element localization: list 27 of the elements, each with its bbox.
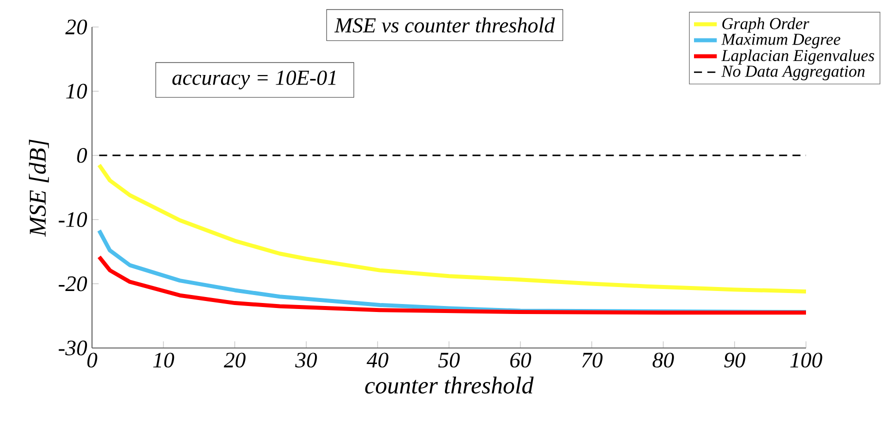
y-tick-label: -10 (58, 212, 88, 228)
x-tick-label: 60 (510, 352, 532, 368)
x-tick-label: 20 (224, 352, 246, 368)
x-tick-label: 80 (652, 352, 674, 368)
x-tick-label: 0 (87, 352, 98, 368)
x-axis-title: counter threshold (365, 376, 534, 394)
x-tick-label: 50 (438, 352, 460, 368)
y-tick-label: 20 (65, 20, 88, 34)
x-tick-label: 100 (790, 352, 822, 368)
chart-title: MSE vs counter threshold (334, 18, 555, 33)
y-tick-label: 10 (66, 84, 88, 99)
x-tick-label: 40 (366, 352, 388, 368)
x-tick-label: 30 (295, 352, 317, 368)
y-axis-title: MSE [dB] (28, 140, 49, 237)
line-series (97, 254, 808, 315)
x-tick-label: 70 (582, 352, 603, 368)
x-tick-label: 90 (724, 352, 746, 368)
legend-label: Laplacian Eigenvalues (721, 49, 874, 65)
annotation: accuracy = 10E-01 (172, 70, 336, 90)
legend-label: Maximum Degree (721, 34, 840, 48)
line-series (97, 163, 808, 294)
y-tick-label: 0 (77, 148, 88, 163)
legend-label: No Data Aggregation (721, 66, 865, 80)
legend-label: Graph Order (722, 18, 810, 33)
y-tick-label: -30 (58, 340, 88, 356)
y-tick-label: -20 (58, 276, 88, 292)
x-tick-label: 10 (153, 352, 174, 368)
